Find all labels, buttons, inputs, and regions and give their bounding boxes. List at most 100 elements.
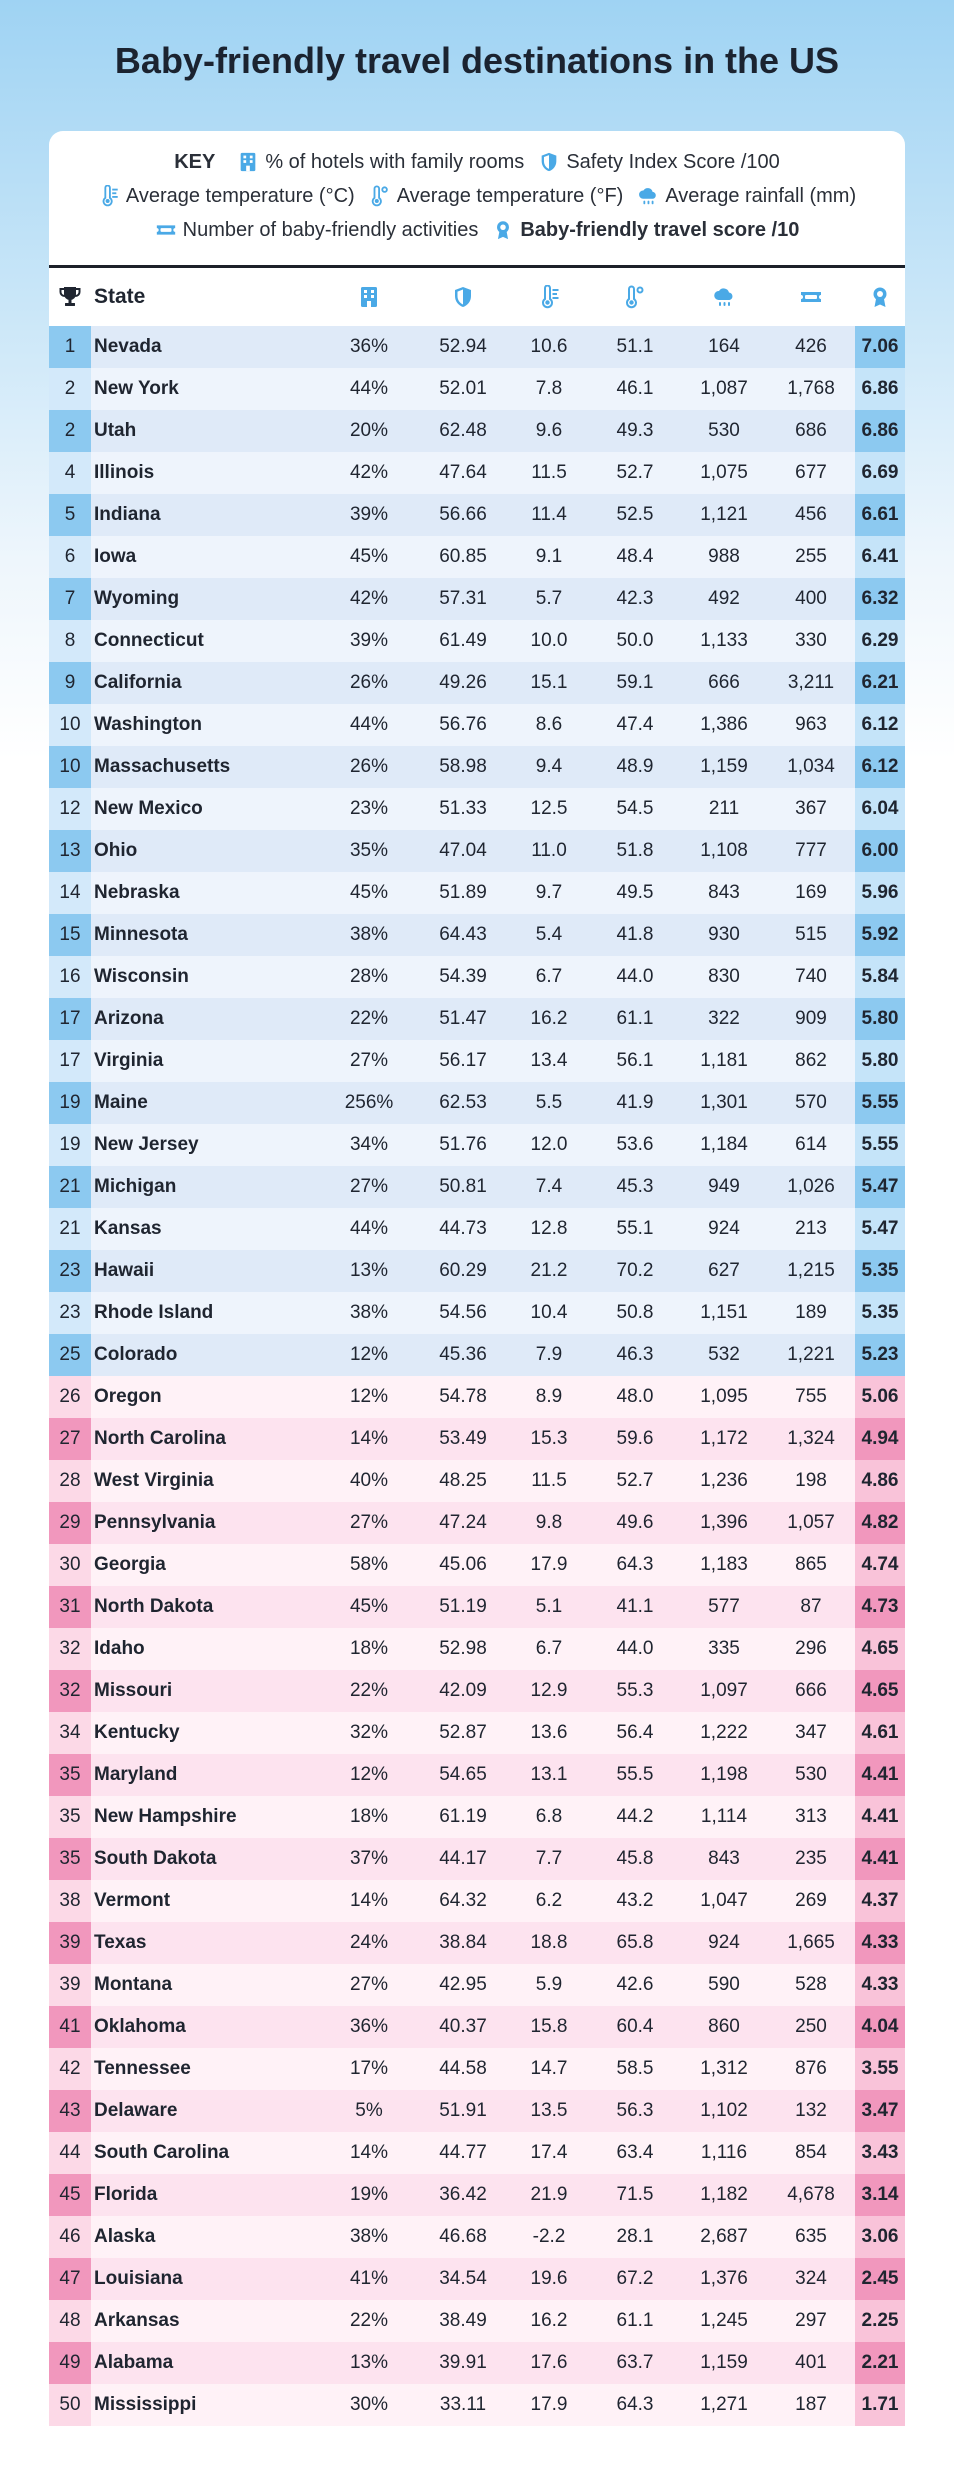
table-row: 23 Hawaii 13% 60.29 21.2 70.2 627 1,215 5.35 <box>49 1250 905 1292</box>
score-cell: 5.55 <box>855 1082 905 1124</box>
temp-c-cell: 15.1 <box>509 662 589 704</box>
key-item-label: Average temperature (°C) <box>125 184 355 207</box>
hotels-cell: 45% <box>321 872 417 914</box>
rainfall-cell: 1,172 <box>681 1418 767 1460</box>
hotels-cell: 12% <box>321 1754 417 1796</box>
temp-c-cell: 10.6 <box>509 326 589 368</box>
safety-cell: 44.17 <box>417 1838 509 1880</box>
safety-cell: 54.78 <box>417 1376 509 1418</box>
state-cell: Washington <box>91 704 321 746</box>
hotels-cell: 39% <box>321 620 417 662</box>
safety-cell: 48.25 <box>417 1460 509 1502</box>
rainfall-cell: 1,047 <box>681 1880 767 1922</box>
score-cell: 5.84 <box>855 956 905 998</box>
activities-cell: 528 <box>767 1964 855 2006</box>
safety-cell: 52.87 <box>417 1712 509 1754</box>
temp-f-cell: 53.6 <box>589 1124 681 1166</box>
table-row: 49 Alabama 13% 39.91 17.6 63.7 1,159 401 2.21 <box>49 2342 905 2384</box>
hotels-cell: 14% <box>321 1880 417 1922</box>
rank-cell: 23 <box>49 1292 91 1334</box>
safety-cell: 40.37 <box>417 2006 509 2048</box>
rainfall-cell: 1,087 <box>681 368 767 410</box>
safety-cell: 42.09 <box>417 1670 509 1712</box>
hotels-cell: 18% <box>321 1628 417 1670</box>
safety-cell: 42.95 <box>417 1964 509 2006</box>
temp-c-cell: 6.7 <box>509 956 589 998</box>
hotels-cell: 5% <box>321 2090 417 2132</box>
rainfall-cell: 830 <box>681 956 767 998</box>
temp-c-cell: 15.3 <box>509 1418 589 1460</box>
state-cell: Idaho <box>91 1628 321 1670</box>
activities-cell: 87 <box>767 1586 855 1628</box>
activities-cell: 269 <box>767 1880 855 1922</box>
rank-cell: 13 <box>49 830 91 872</box>
table-row: 8 Connecticut 39% 61.49 10.0 50.0 1,133 330 6.29 <box>49 620 905 662</box>
temp-c-cell: 9.1 <box>509 536 589 578</box>
safety-cell: 52.01 <box>417 368 509 410</box>
state-cell: Michigan <box>91 1166 321 1208</box>
hotels-cell: 256% <box>321 1082 417 1124</box>
rank-cell: 31 <box>49 1586 91 1628</box>
temp-f-cell: 61.1 <box>589 2300 681 2342</box>
table-row: 13 Ohio 35% 47.04 11.0 51.8 1,108 777 6.00 <box>49 830 905 872</box>
temp-f-cell: 41.8 <box>589 914 681 956</box>
key-item-safety: Safety Index Score /100 <box>538 151 780 174</box>
score-cell: 5.55 <box>855 1124 905 1166</box>
rank-cell: 27 <box>49 1418 91 1460</box>
state-cell: Wisconsin <box>91 956 321 998</box>
rank-cell: 5 <box>49 494 91 536</box>
score-cell: 4.82 <box>855 1502 905 1544</box>
safety-cell: 62.48 <box>417 410 509 452</box>
safety-cell: 45.36 <box>417 1334 509 1376</box>
temp-f-cell: 55.3 <box>589 1670 681 1712</box>
activities-cell: 677 <box>767 452 855 494</box>
score-cell: 4.65 <box>855 1670 905 1712</box>
temp-c-cell: 16.2 <box>509 2300 589 2342</box>
score-cell: 2.25 <box>855 2300 905 2342</box>
score-cell: 4.74 <box>855 1544 905 1586</box>
temp-c-cell: 7.7 <box>509 1838 589 1880</box>
state-cell: Oklahoma <box>91 2006 321 2048</box>
safety-cell: 47.64 <box>417 452 509 494</box>
score-cell: 6.00 <box>855 830 905 872</box>
temp-c-cell: 5.9 <box>509 1964 589 2006</box>
table-row: 38 Vermont 14% 64.32 6.2 43.2 1,047 269 4.37 <box>49 1880 905 1922</box>
activities-cell: 255 <box>767 536 855 578</box>
table-row: 42 Tennessee 17% 44.58 14.7 58.5 1,312 876 3.55 <box>49 2048 905 2090</box>
rainfall-cell: 590 <box>681 1964 767 2006</box>
safety-cell: 44.77 <box>417 2132 509 2174</box>
temp-c-cell: 12.5 <box>509 788 589 830</box>
table-row: 6 Iowa 45% 60.85 9.1 48.4 988 255 6.41 <box>49 536 905 578</box>
state-cell: Iowa <box>91 536 321 578</box>
table-row: 29 Pennsylvania 27% 47.24 9.8 49.6 1,396 1,057 4… <box>49 1502 905 1544</box>
key-item-rainfall: Average rainfall (mm) <box>637 185 856 208</box>
rank-cell: 10 <box>49 746 91 788</box>
table-row: 39 Texas 24% 38.84 18.8 65.8 924 1,665 4.33 <box>49 1922 905 1964</box>
activities-cell: 4,678 <box>767 2174 855 2216</box>
rainfall-cell: 1,376 <box>681 2258 767 2300</box>
hotels-cell: 42% <box>321 452 417 494</box>
hotels-cell: 20% <box>321 410 417 452</box>
key-line-1: KEY % of hotels with family rooms Safety… <box>49 145 905 179</box>
temp-f-cell: 41.1 <box>589 1586 681 1628</box>
safety-cell: 38.84 <box>417 1922 509 1964</box>
rank-cell: 26 <box>49 1376 91 1418</box>
score-cell: 5.35 <box>855 1250 905 1292</box>
activities-cell: 635 <box>767 2216 855 2258</box>
rainfall-cell: 164 <box>681 326 767 368</box>
state-cell: Virginia <box>91 1040 321 1082</box>
temp-f-cell: 45.8 <box>589 1838 681 1880</box>
activities-cell: 963 <box>767 704 855 746</box>
hotels-cell: 41% <box>321 2258 417 2300</box>
temp-f-cell: 55.5 <box>589 1754 681 1796</box>
key-item-hotels: % of hotels with family rooms <box>237 151 524 174</box>
rank-cell: 4 <box>49 452 91 494</box>
key-item-activities: Number of baby-friendly activities <box>155 219 478 242</box>
temp-c-cell: 13.1 <box>509 1754 589 1796</box>
rank-cell: 7 <box>49 578 91 620</box>
safety-cell: 36.42 <box>417 2174 509 2216</box>
state-cell: Rhode Island <box>91 1292 321 1334</box>
activities-cell: 347 <box>767 1712 855 1754</box>
table-row: 31 North Dakota 45% 51.19 5.1 41.1 577 87 4.73 <box>49 1586 905 1628</box>
temp-f-cell: 56.3 <box>589 2090 681 2132</box>
